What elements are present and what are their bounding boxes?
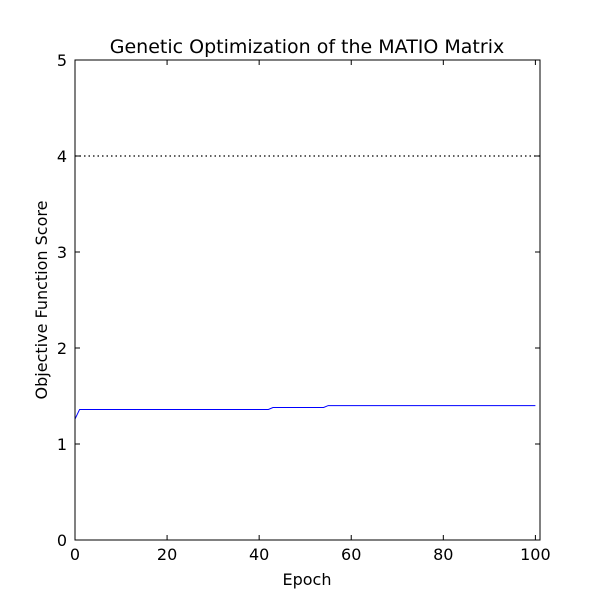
y-axis-label: Objective Function Score [32, 201, 51, 400]
tick-labels: 0 20 40 60 80 100 0 1 2 3 4 5 [57, 51, 551, 564]
chart-title: Genetic Optimization of the MATIO Matrix [110, 36, 504, 58]
series-layer [74, 405, 536, 420]
y-tick-label: 4 [57, 147, 67, 166]
y-tick-label: 0 [57, 531, 67, 550]
x-tick-label: 80 [433, 545, 453, 564]
plot-frame [74, 59, 541, 541]
y-tick-label: 3 [57, 243, 67, 262]
y-tick-label: 2 [57, 339, 67, 358]
x-tick-label: 40 [249, 545, 269, 564]
x-tick-label: 100 [520, 545, 551, 564]
x-tick-label: 60 [341, 545, 361, 564]
y-tick-label: 1 [57, 435, 67, 454]
x-tick-label: 20 [157, 545, 177, 564]
series-line [74, 405, 536, 420]
y-tick-label: 5 [57, 51, 67, 70]
x-axis-label: Epoch [283, 570, 332, 589]
plot-area [75, 60, 540, 540]
x-tick-label: 0 [70, 545, 80, 564]
